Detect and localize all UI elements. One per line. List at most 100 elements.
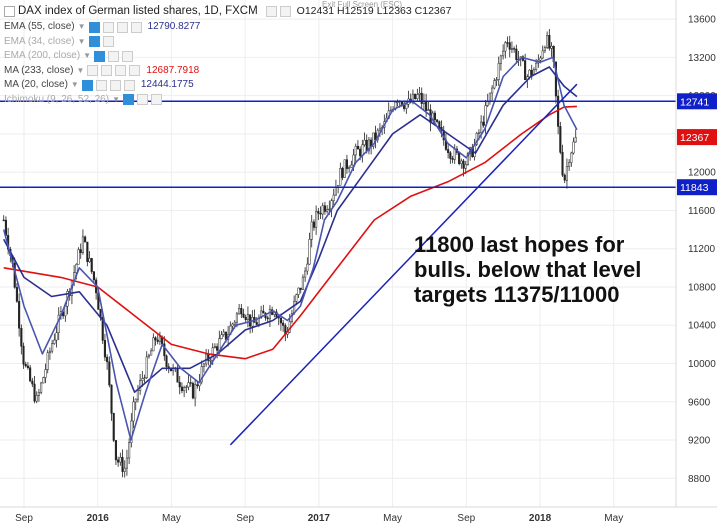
candle-body [79,249,82,254]
close-icon[interactable] [122,50,134,62]
candle-body [348,167,351,169]
settings-icon[interactable] [95,79,107,91]
settings-icon[interactable] [136,94,148,106]
candle-body [121,457,124,472]
candle-body [339,168,342,186]
candle-body [453,148,456,160]
candle-body [106,356,109,363]
time-axis[interactable] [0,507,717,525]
eye-icon[interactable] [88,21,100,33]
candle-body [343,159,346,178]
indicator-row-ma233[interactable]: MA (233, close) ▼ 12687.7918 [4,64,451,79]
candle-body [420,92,423,104]
settings-icon[interactable] [102,36,114,48]
close-icon[interactable] [115,65,127,77]
eye-icon[interactable] [265,5,277,17]
exit-fullscreen-hint[interactable]: Exit Full Screen (ESC) [322,0,403,9]
indicator-label: EMA (200, close) [4,50,81,61]
candle-body [88,258,91,262]
eye-icon[interactable] [87,65,99,77]
candle-body [464,164,467,169]
chevron-down-icon[interactable]: ▼ [76,65,85,75]
eye-icon[interactable] [88,36,100,48]
candle-body [231,323,234,327]
chevron-down-icon[interactable]: ▼ [83,51,92,60]
candle-body [29,367,32,382]
x-tick-label: May [604,513,623,524]
candle-body [559,126,562,153]
candle-body [222,331,225,335]
more-icon[interactable] [129,65,141,77]
chevron-down-icon[interactable]: ▼ [112,94,120,104]
candle-body [139,380,142,391]
candle-body [84,236,87,243]
chart-legend: DAX index of German listed shares, 1D, F… [4,2,451,107]
candle-body [130,420,133,443]
more-icon[interactable] [130,21,142,33]
candle-body [282,322,285,326]
candle-body [528,69,531,78]
settings-icon[interactable] [102,21,114,33]
indicator-row-ichimoku[interactable]: Ichimoku (9, 26, 52, 26) ▼ [4,93,451,108]
candle-body [134,398,137,403]
candle-body [75,264,78,273]
price-axis[interactable] [676,0,717,525]
close-icon[interactable] [109,79,121,91]
trend-line[interactable] [229,83,578,446]
candle-body [143,377,146,379]
candle-body [35,395,38,402]
candle-body [26,365,29,368]
candle-body [546,35,549,48]
candle-body [33,383,36,402]
chevron-down-icon[interactable]: ▼ [77,22,86,31]
candle-body [345,159,348,169]
candle-body [147,354,150,358]
drawings[interactable] [0,83,676,446]
candle-body [268,309,271,320]
indicator-row-ema200[interactable]: EMA (200, close) ▼ [4,49,451,64]
indicator-row-ma20[interactable]: MA (20, close) ▼ 12444.1775 [4,78,451,93]
candle-body [233,321,236,325]
candle-body [378,127,381,131]
time-axis-labels: Sep 2016 May Sep 2017 May Sep 2018 May [15,513,623,524]
chevron-down-icon[interactable]: ▼ [77,36,86,46]
eye-icon[interactable] [94,50,106,62]
candle-body [202,363,205,367]
close-icon[interactable] [116,21,128,33]
candle-body [462,160,465,169]
candle-body [44,369,47,378]
settings-icon[interactable] [108,50,120,62]
candle-body [183,387,186,392]
indicator-label: EMA (34, close) [4,35,75,47]
collapse-toggle-icon[interactable] [4,5,15,17]
candle-body [466,153,469,165]
candle-body [15,287,18,302]
candle-body [132,401,135,422]
y-tick-label: 13200 [688,53,716,64]
candle-body [506,42,509,44]
candle-body [110,384,113,414]
candle-body [180,386,183,392]
candle-body [541,50,544,59]
chart-annotation-text[interactable]: 11800 last hopes for bulls. below that l… [414,232,642,307]
indicator-value: 12444.1775 [140,79,194,90]
eye-icon[interactable] [81,79,93,91]
indicator-row-ema55[interactable]: EMA (55, close) ▼ 12790.8277 [4,20,451,35]
settings-icon[interactable] [279,5,291,17]
chevron-down-icon[interactable]: ▼ [70,80,79,89]
candle-body [447,149,450,153]
indicator-value: 12790.8277 [147,21,201,32]
y-tick-label: 13600 [688,15,716,26]
candle-body [37,392,40,396]
indicator-row-ema34[interactable]: EMA (34, close) ▼ [4,35,451,50]
settings-icon[interactable] [101,65,113,77]
more-icon[interactable] [123,79,135,91]
candle-body [535,62,538,70]
close-icon[interactable] [150,94,162,106]
price-tag-label: 12741 [680,96,709,108]
candle-body [103,340,106,358]
candle-body [196,384,199,387]
eye-icon[interactable] [122,94,134,106]
y-tick-label: 8800 [688,474,711,485]
